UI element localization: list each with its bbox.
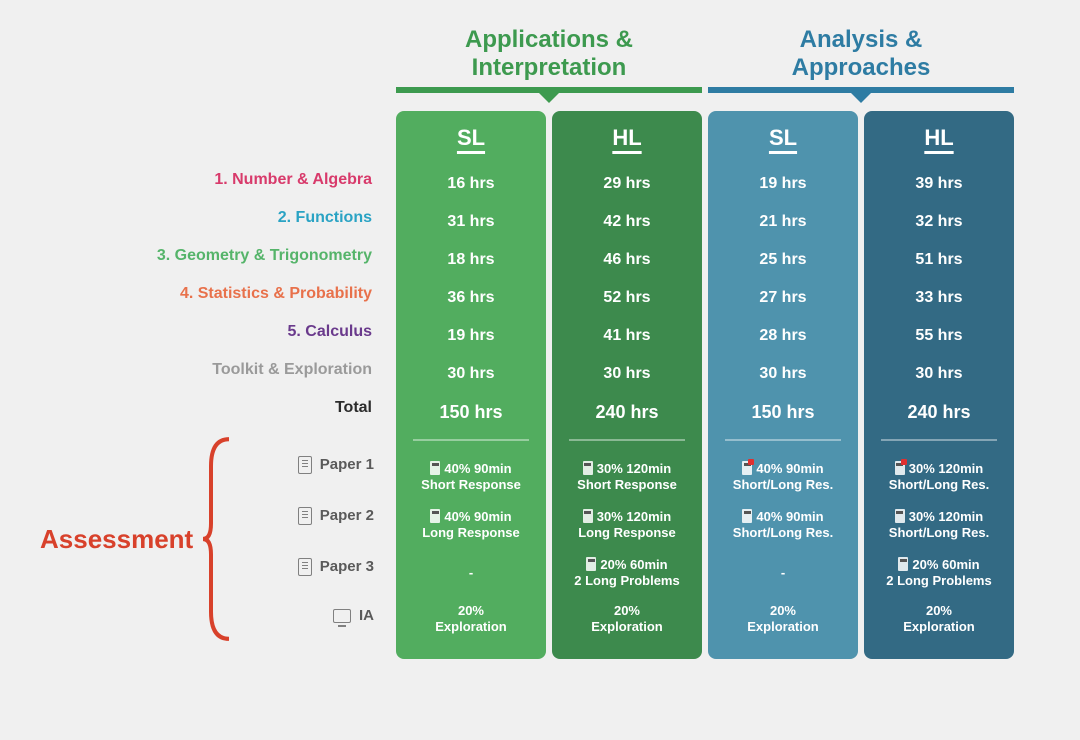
assessment-cell-ia: 20%Exploration (435, 597, 507, 641)
calculator-icon (583, 509, 593, 523)
hours-cell: 16 hrs (447, 165, 494, 203)
column-aa_hl: HL 39 hrs32 hrs51 hrs33 hrs55 hrs30 hrs24… (864, 111, 1014, 659)
bracket-icon (201, 435, 231, 643)
calculator-icon (430, 509, 440, 523)
assessment-heading: Assessment (30, 435, 201, 643)
hours-cell: 42 hrs (603, 203, 650, 241)
hours-cell: 30 hrs (759, 355, 806, 393)
topic-label: 5. Calculus (30, 313, 390, 351)
comparison-table: Applications &InterpretationAnalysis &Ap… (30, 20, 1050, 659)
topic-label: 3. Geometry & Trigonometry (30, 237, 390, 275)
assessment-cell-p3: 20% 60min2 Long Problems (574, 549, 679, 597)
assessment-cell-p1: 40% 90minShort Response (421, 453, 521, 501)
hours-cell: 46 hrs (603, 241, 650, 279)
assessment-cell-p2: 40% 90minLong Response (422, 501, 520, 549)
calculator-icon (742, 509, 752, 523)
assessment-row-label-p3: Paper 3 (231, 543, 390, 591)
hours-cell: 29 hrs (603, 165, 650, 203)
calculator-icon (430, 461, 440, 475)
assessment-cell-p3: - (781, 549, 785, 597)
level-header: HL (924, 125, 953, 151)
total-hours-cell: 240 hrs (907, 393, 970, 431)
total-hours-cell: 150 hrs (439, 393, 502, 431)
topic-label: Toolkit & Exploration (30, 351, 390, 389)
calculator-icon (583, 461, 593, 475)
hours-cell: 19 hrs (759, 165, 806, 203)
hours-cell: 36 hrs (447, 279, 494, 317)
column-ai_sl: SL 16 hrs31 hrs18 hrs36 hrs19 hrs30 hrs15… (396, 111, 546, 659)
assessment-cell-ia: 20%Exploration (747, 597, 819, 641)
hours-cell: 33 hrs (915, 279, 962, 317)
assessment-cell-ia: 20%Exploration (903, 597, 975, 641)
hours-cell: 39 hrs (915, 165, 962, 203)
hours-cell: 41 hrs (603, 317, 650, 355)
assessment-cell-p3: 20% 60min2 Long Problems (886, 549, 991, 597)
assessment-cell-p1: 30% 120minShort Response (577, 453, 677, 501)
assessment-cell-ia: 20%Exploration (591, 597, 663, 641)
assessment-row-label-p2: Paper 2 (231, 492, 390, 540)
column-ai_hl: HL 29 hrs42 hrs46 hrs52 hrs41 hrs30 hrs24… (552, 111, 702, 659)
course-header-analysis: Analysis &Approaches (708, 20, 1014, 111)
hours-cell: 32 hrs (915, 203, 962, 241)
hours-cell: 51 hrs (915, 241, 962, 279)
calculator-icon (895, 509, 905, 523)
course-header-applications: Applications &Interpretation (396, 20, 702, 111)
hours-cell: 30 hrs (447, 355, 494, 393)
hours-cell: 30 hrs (915, 355, 962, 393)
assessment-row-label-p1: Paper 1 (231, 441, 390, 489)
monitor-icon (333, 609, 351, 623)
level-header: HL (612, 125, 641, 151)
calculator-icon (586, 557, 596, 571)
total-hours-cell: 150 hrs (751, 393, 814, 431)
column-aa_sl: SL 19 hrs21 hrs25 hrs27 hrs28 hrs30 hrs15… (708, 111, 858, 659)
hours-cell: 27 hrs (759, 279, 806, 317)
hours-cell: 25 hrs (759, 241, 806, 279)
topic-label: 4. Statistics & Probability (30, 275, 390, 313)
document-icon (298, 507, 312, 525)
hours-cell: 30 hrs (603, 355, 650, 393)
assessment-cell-p2: 30% 120minShort/Long Res. (889, 501, 989, 549)
hours-cell: 19 hrs (447, 317, 494, 355)
hours-cell: 31 hrs (447, 203, 494, 241)
assessment-cell-p3: - (469, 549, 473, 597)
document-icon (298, 558, 312, 576)
hours-cell: 21 hrs (759, 203, 806, 241)
calculator-icon (898, 557, 908, 571)
assessment-row-label-ia: IA (231, 594, 390, 638)
assessment-cell-p2: 40% 90minShort/Long Res. (733, 501, 833, 549)
level-header: SL (769, 125, 797, 151)
assessment-cell-p1: 30% 120minShort/Long Res. (889, 453, 989, 501)
assessment-cell-p1: 40% 90minShort/Long Res. (733, 453, 833, 501)
hours-cell: 28 hrs (759, 317, 806, 355)
no-calculator-icon (895, 461, 905, 475)
level-header: SL (457, 125, 485, 151)
document-icon (298, 456, 312, 474)
total-label: Total (30, 389, 390, 427)
no-calculator-icon (742, 461, 752, 475)
row-labels-column: 1. Number & Algebra2. Functions3. Geomet… (30, 111, 390, 659)
hours-cell: 55 hrs (915, 317, 962, 355)
topic-label: 1. Number & Algebra (30, 161, 390, 199)
hours-cell: 52 hrs (603, 279, 650, 317)
assessment-cell-p2: 30% 120minLong Response (578, 501, 676, 549)
hours-cell: 18 hrs (447, 241, 494, 279)
total-hours-cell: 240 hrs (595, 393, 658, 431)
topic-label: 2. Functions (30, 199, 390, 237)
